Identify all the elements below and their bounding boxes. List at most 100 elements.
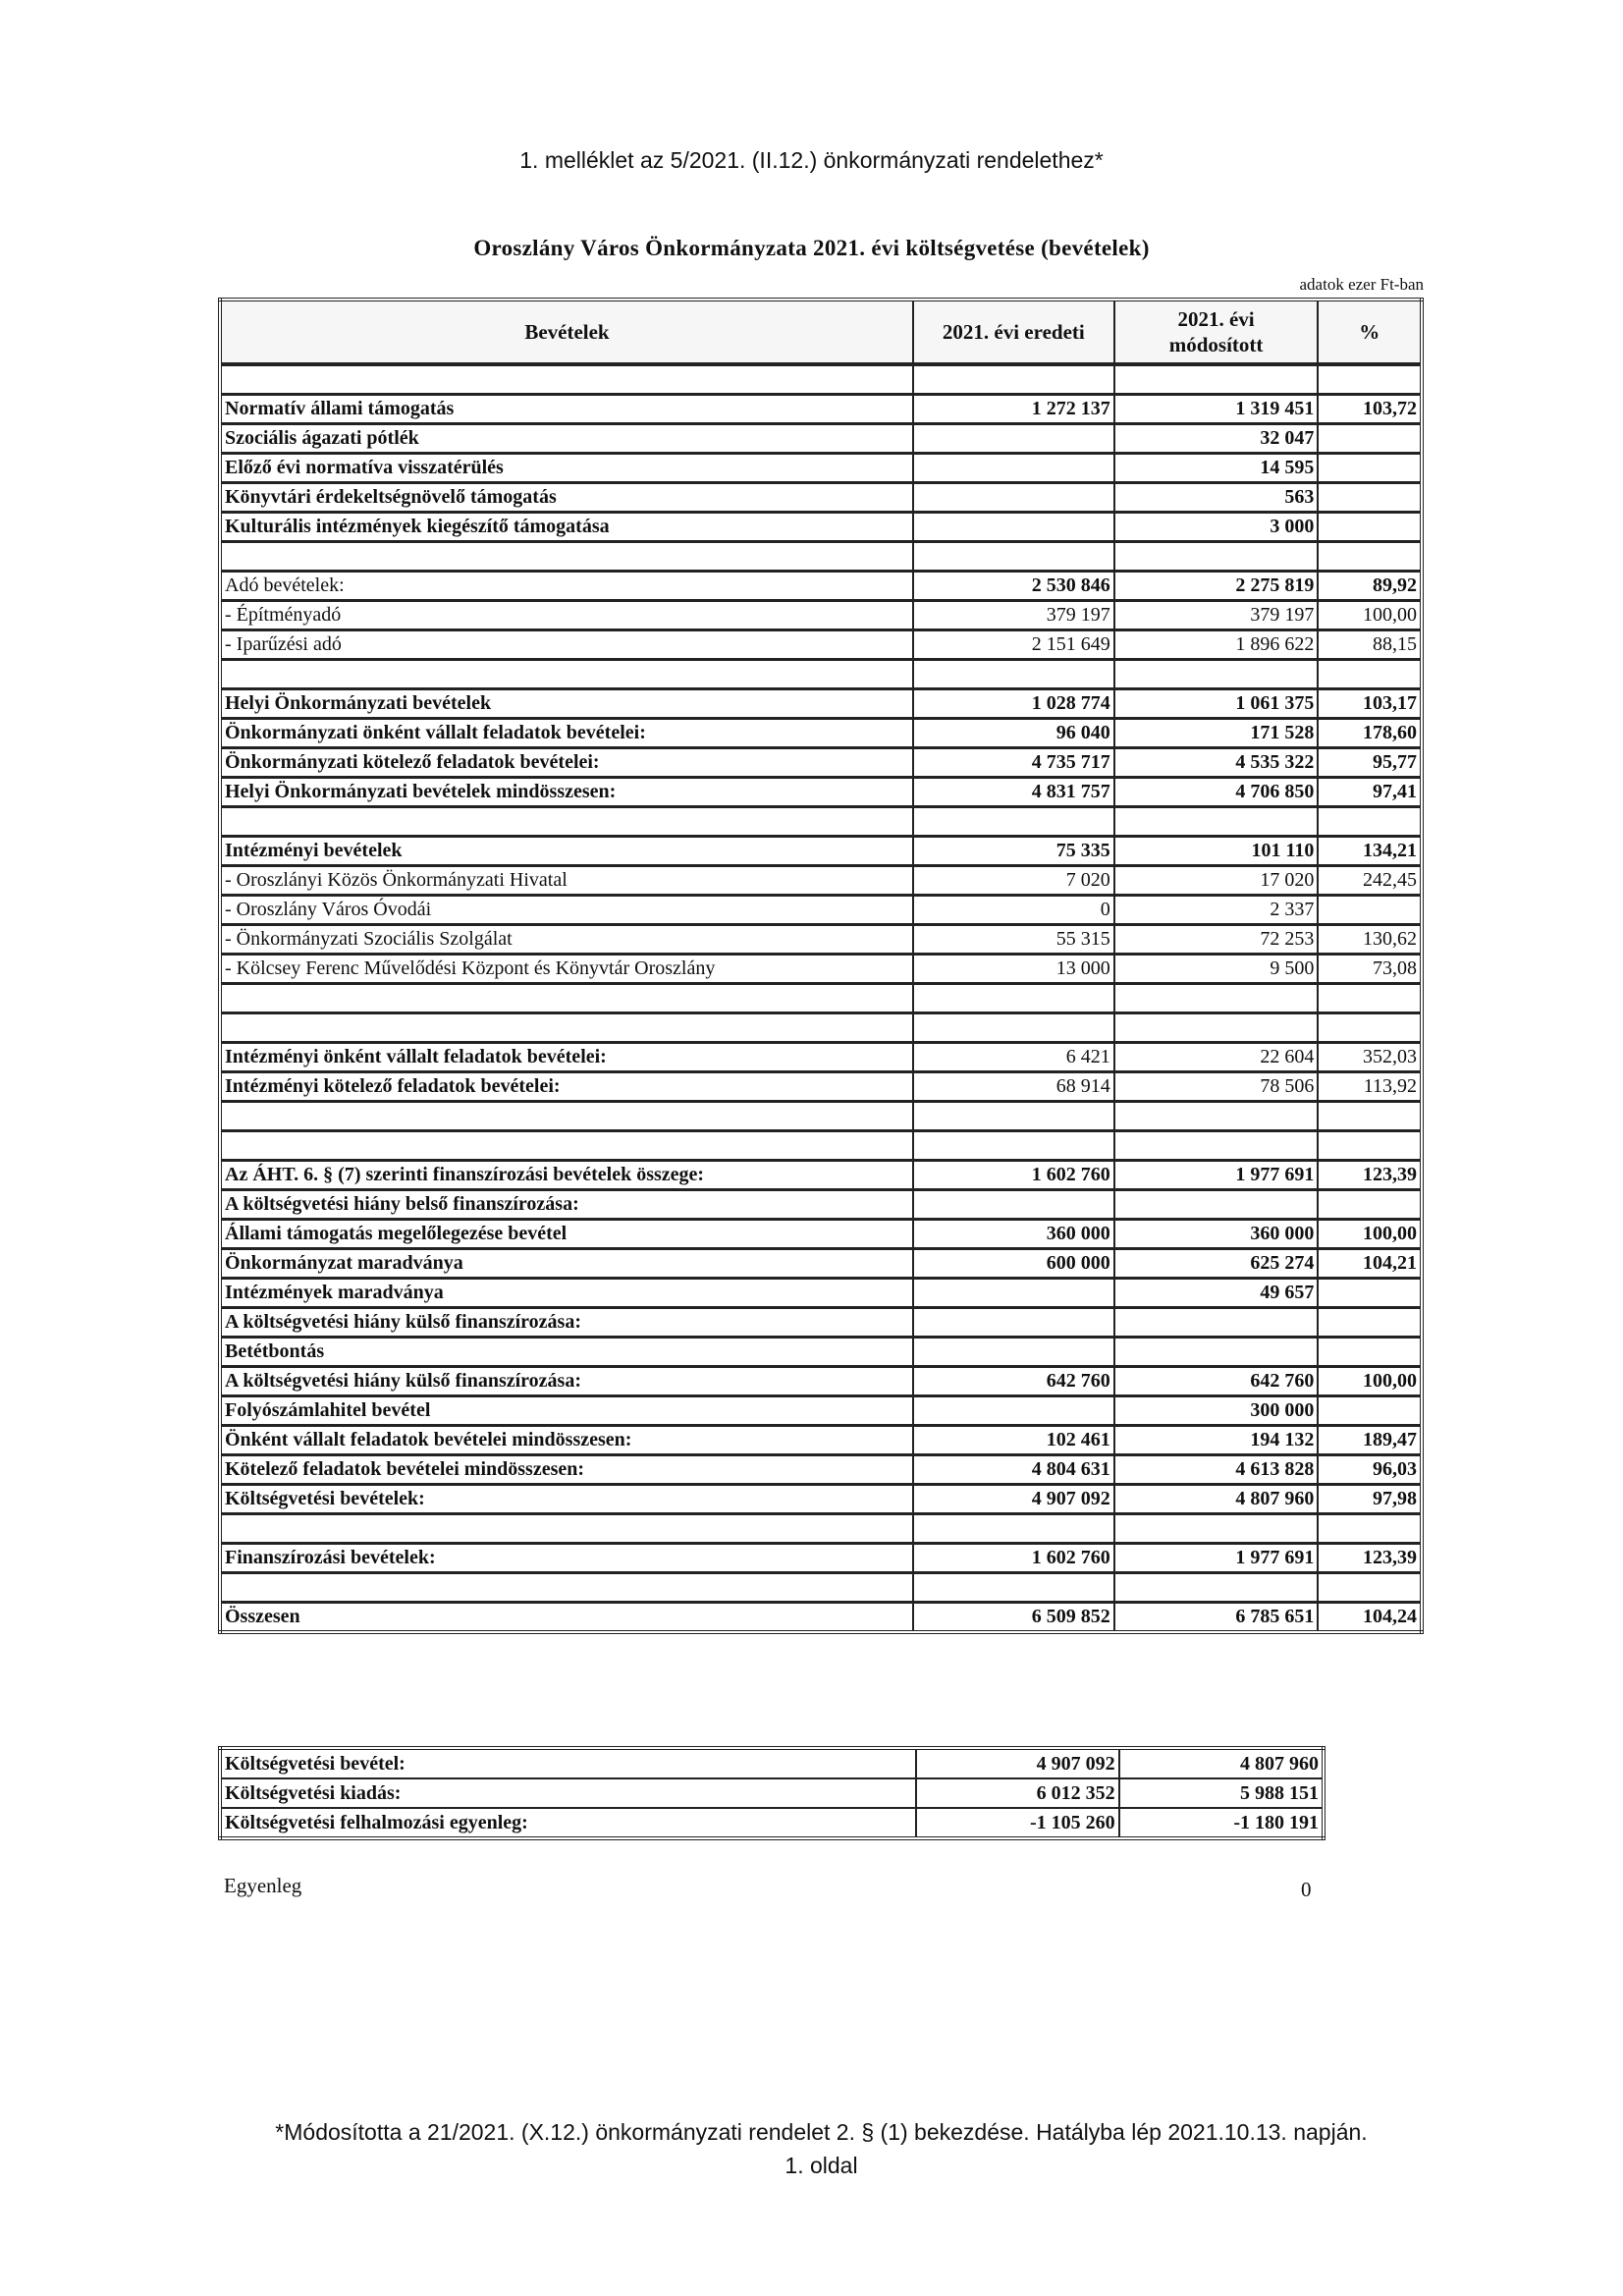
percent-value <box>1317 1572 1423 1604</box>
modified-value: 360 000 <box>1112 1219 1320 1250</box>
percent-value <box>1317 806 1423 838</box>
table-row: A költségvetési hiány külső finanszírozá… <box>219 1307 1423 1339</box>
row-label <box>219 1513 914 1545</box>
summary-table: Költségvetési bevétel: 4 907 092 4 807 960… <box>218 1746 1325 1840</box>
modified-value <box>1112 983 1320 1014</box>
modified-value: 6 785 651 <box>1112 1602 1320 1634</box>
blank-row <box>219 806 1423 838</box>
modified-value <box>1112 1572 1320 1604</box>
original-value: 68 914 <box>911 1071 1115 1103</box>
percent-value: 103,17 <box>1317 688 1423 720</box>
header-original: 2021. évi eredeti <box>911 299 1115 366</box>
row-label: A költségvetési hiány külső finanszírozá… <box>219 1366 914 1397</box>
original-value: 4 735 717 <box>911 747 1115 779</box>
table-row: - Oroszlányi Közös Önkormányzati Hivatal… <box>219 865 1423 897</box>
table-row: Szociális ágazati pótlék 32 047 <box>219 423 1423 455</box>
modified-value <box>1112 1189 1320 1221</box>
modified-value: 9 500 <box>1112 954 1320 985</box>
original-value: 2 151 649 <box>911 629 1115 661</box>
table-row: Betétbontás <box>219 1337 1423 1368</box>
percent-value <box>1317 1189 1423 1221</box>
modified-value <box>1112 1012 1320 1044</box>
row-label: Helyi Önkormányzati bevételek mindösszes… <box>219 777 914 808</box>
modified-value <box>1112 1337 1320 1368</box>
original-value: 360 000 <box>911 1219 1115 1250</box>
modified-value <box>1112 364 1320 396</box>
original-value <box>911 1189 1115 1221</box>
row-label <box>219 983 914 1014</box>
percent-value <box>1317 1278 1423 1309</box>
table-row: - Önkormányzati Szociális Szolgálat 55 31… <box>219 924 1423 956</box>
modified-value <box>1112 1130 1320 1162</box>
modified-value <box>1112 659 1320 690</box>
row-label: Előző évi normatíva visszatérülés <box>219 453 914 484</box>
original-value: 2 530 846 <box>911 571 1115 602</box>
percent-value: 73,08 <box>1317 954 1423 985</box>
summary-row: Költségvetési kiadás: 6 012 352 5 988 151 <box>218 1777 1325 1809</box>
row-label: Adó bevételek: <box>219 571 914 602</box>
row-label: Önkormányzat maradványa <box>219 1248 914 1280</box>
table-row: A költségvetési hiány belső finanszírozá… <box>219 1189 1423 1221</box>
original-value: 642 760 <box>911 1366 1115 1397</box>
summary-label: Költségvetési bevétel: <box>218 1747 918 1779</box>
row-label: Intézményi bevételek <box>219 836 914 867</box>
percent-value <box>1317 541 1423 573</box>
modified-value: 300 000 <box>1112 1395 1320 1427</box>
row-label <box>219 1130 914 1162</box>
percent-value <box>1317 983 1423 1014</box>
percent-value: 352,03 <box>1317 1042 1423 1073</box>
row-label: Finanszírozási bevételek: <box>219 1543 914 1574</box>
table-row: Önként vállalt feladatok bevételei mindö… <box>219 1425 1423 1456</box>
modified-value: 32 047 <box>1112 423 1320 455</box>
table-header-row: Bevételek 2021. évi eredeti 2021. évi mó… <box>219 299 1423 366</box>
original-value: 600 000 <box>911 1248 1115 1280</box>
blank-row <box>219 1572 1423 1604</box>
percent-value: 95,77 <box>1317 747 1423 779</box>
original-value <box>911 1395 1115 1427</box>
table-row: Helyi Önkormányzati bevételek mindösszes… <box>219 777 1423 808</box>
table-row: - Oroszlány Város Óvodái 0 2 337 <box>219 895 1423 926</box>
row-label <box>219 659 914 690</box>
unit-note: adatok ezer Ft-ban <box>1299 275 1425 294</box>
original-value <box>911 1101 1115 1132</box>
percent-value <box>1317 364 1423 396</box>
modified-value: 3 000 <box>1112 512 1320 543</box>
table-row: Intézmények maradványa 49 657 <box>219 1278 1423 1309</box>
original-value: 4 804 631 <box>911 1454 1115 1486</box>
original-value: 4 907 092 <box>911 1484 1115 1515</box>
row-label: Állami támogatás megelőlegezése bevétel <box>219 1219 914 1250</box>
percent-value: 189,47 <box>1317 1425 1423 1456</box>
original-value: 4 831 757 <box>911 777 1115 808</box>
percent-value <box>1317 512 1423 543</box>
table-row: Állami támogatás megelőlegezése bevétel 3… <box>219 1219 1423 1250</box>
row-label <box>219 1012 914 1044</box>
blank-row <box>219 1101 1423 1132</box>
original-value <box>911 1278 1115 1309</box>
table-row: Helyi Önkormányzati bevételek 1 028 774 1 … <box>219 688 1423 720</box>
table-row: - Kölcsey Ferenc Művelődési Központ és K… <box>219 954 1423 985</box>
modified-value: 642 760 <box>1112 1366 1320 1397</box>
percent-value <box>1317 1130 1423 1162</box>
summary-original: -1 105 260 <box>915 1807 1120 1839</box>
row-label <box>219 1101 914 1132</box>
percent-value <box>1317 1101 1423 1132</box>
modified-value: 171 528 <box>1112 718 1320 749</box>
table-row: Intézményi önként vállalt feladatok bevé… <box>219 1042 1423 1073</box>
table-row: - Építményadó 379 197 379 197 100,00 <box>219 600 1423 631</box>
original-value: 75 335 <box>911 836 1115 867</box>
percent-value: 123,39 <box>1317 1160 1423 1191</box>
row-label: Költségvetési bevételek: <box>219 1484 914 1515</box>
original-value <box>911 364 1115 396</box>
table-row: Folyószámlahitel bevétel 300 000 <box>219 1395 1423 1427</box>
modified-value: 563 <box>1112 482 1320 514</box>
row-label: - Iparűzési adó <box>219 629 914 661</box>
modified-value: 4 535 322 <box>1112 747 1320 779</box>
original-value: 6 421 <box>911 1042 1115 1073</box>
row-label: Önkormányzati önként vállalt feladatok b… <box>219 718 914 749</box>
row-label: Kötelező feladatok bevételei mindösszese… <box>219 1454 914 1486</box>
modified-value: 2 275 819 <box>1112 571 1320 602</box>
balance-label: Egyenleg <box>224 1874 302 1897</box>
blank-row <box>219 983 1423 1014</box>
row-label: Intézményi önként vállalt feladatok bevé… <box>219 1042 914 1073</box>
row-label: Az ÁHT. 6. § (7) szerinti finanszírozási… <box>219 1160 914 1191</box>
